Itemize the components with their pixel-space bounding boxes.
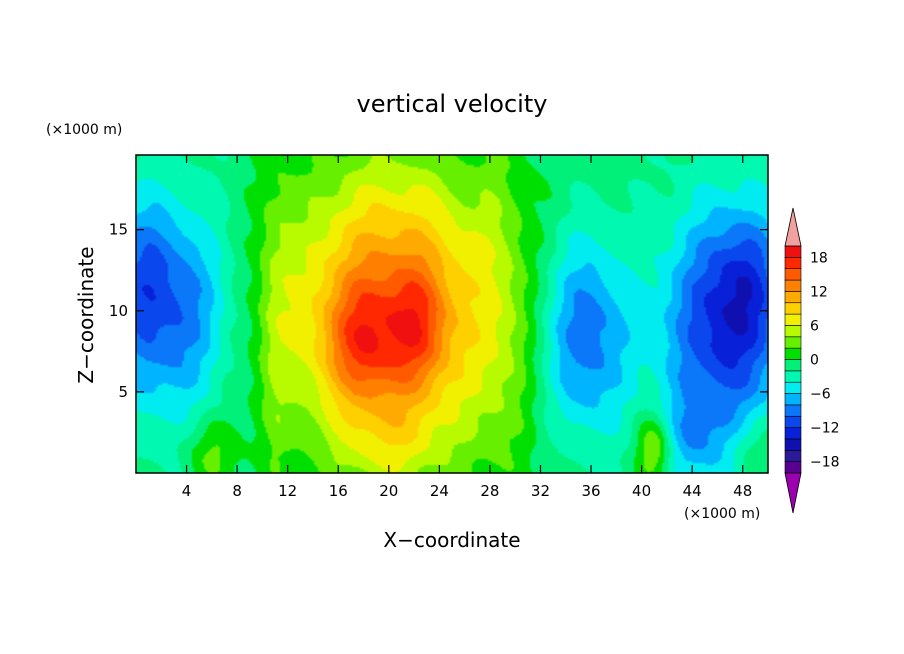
colorbar-swatch	[784, 336, 802, 349]
x-tick-label: 16	[329, 482, 348, 500]
colorbar-tick-label: −6	[810, 387, 831, 403]
colorbar-swatch	[784, 291, 802, 304]
colorbar-swatch	[784, 381, 802, 394]
x-tick-label: 36	[581, 482, 600, 500]
chart-title: vertical velocity	[357, 90, 548, 118]
colorbar-swatch	[784, 427, 802, 440]
y-tick-label: 15	[109, 221, 128, 239]
x-tick-label: 32	[531, 482, 550, 500]
x-tick-label: 24	[430, 482, 449, 500]
x-tick-label: 12	[278, 482, 297, 500]
x-tick-label: 4	[182, 482, 192, 500]
colorbar-tick-label: −12	[810, 421, 840, 437]
x-ticks: 4 8 12 16 20 24 28 32 36 40 44 48	[182, 155, 752, 500]
colorbar-under-triangle	[784, 472, 802, 514]
colorbar-swatch	[784, 359, 802, 372]
colorbar-swatch	[784, 325, 802, 338]
colorbar-over-triangle	[784, 207, 802, 247]
y-tick-label: 5	[118, 383, 128, 401]
y-tick-label: 10	[109, 302, 128, 320]
x-tick-label: 48	[733, 482, 752, 500]
colorbar-swatch	[784, 313, 802, 326]
colorbar-swatch	[784, 302, 802, 315]
colorbar-swatch	[784, 245, 802, 258]
colorbar-swatch	[784, 347, 802, 360]
y-ticks: 5 10 15	[109, 221, 768, 401]
colorbar-tick-label: −18	[810, 455, 840, 471]
colorbar-tick-label: 12	[810, 284, 828, 300]
x-axis-label: X−coordinate	[383, 528, 520, 552]
colorbar-swatch	[784, 393, 802, 406]
x-units-label: (×1000 m)	[684, 506, 760, 522]
x-tick-label: 20	[379, 482, 398, 500]
x-tick-label: 8	[232, 482, 242, 500]
contour-field	[136, 155, 768, 473]
x-tick-label: 28	[480, 482, 499, 500]
colorbar-swatch	[784, 449, 802, 462]
colorbar-tick-label: 18	[810, 250, 828, 266]
x-tick-label: 44	[683, 482, 702, 500]
colorbar-tick-label: 6	[810, 318, 819, 334]
plot-frame	[135, 154, 769, 474]
colorbar-swatch	[784, 438, 802, 451]
colorbar-tick-label: 0	[810, 353, 819, 369]
colorbar-swatch	[784, 415, 802, 428]
colorbar-swatch	[784, 404, 802, 417]
colorbar-swatch	[784, 257, 802, 270]
colorbar: −18 −12 −6 0 6 12 18	[784, 207, 840, 514]
y-axis-label: Z−coordinate	[74, 246, 98, 383]
colorbar-swatch	[784, 461, 802, 474]
colorbar-swatch	[784, 279, 802, 292]
x-tick-label: 40	[632, 482, 651, 500]
y-units-label: (×1000 m)	[46, 122, 122, 138]
colorbar-swatch	[784, 370, 802, 383]
colorbar-swatch	[784, 268, 802, 281]
